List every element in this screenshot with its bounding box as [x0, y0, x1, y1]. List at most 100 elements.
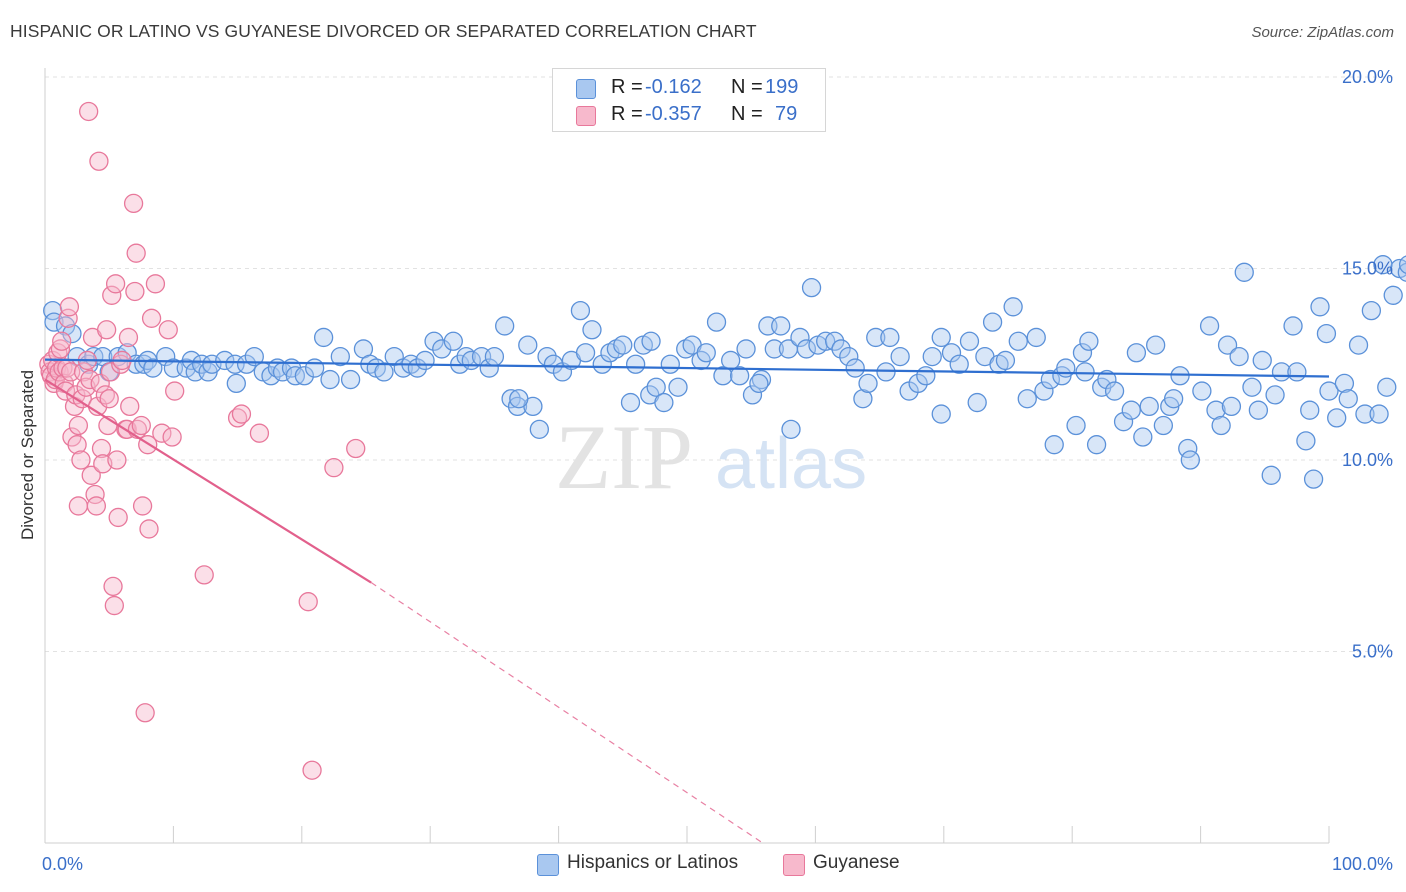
- data-point-guyanese: [162, 427, 182, 447]
- legend-row-guyanese: R = -0.357 N = 79: [553, 100, 825, 128]
- data-point-hispanics: [620, 392, 641, 413]
- data-point-guyanese: [96, 320, 117, 340]
- data-point-guyanese: [68, 415, 89, 436]
- data-point-guyanese: [104, 595, 124, 616]
- data-point-guyanese: [86, 496, 107, 516]
- data-point-hispanics: [876, 362, 896, 382]
- data-point-hispanics: [1180, 450, 1200, 470]
- data-point-guyanese: [126, 243, 146, 263]
- data-point-guyanese: [100, 362, 121, 382]
- data-point-hispanics: [880, 327, 900, 348]
- data-point-hispanics: [625, 354, 646, 374]
- bottom-legend-label: Guyanese: [813, 852, 900, 873]
- data-point-hispanics: [1338, 389, 1358, 409]
- data-point-guyanese: [152, 423, 172, 443]
- data-point-hispanics: [191, 354, 212, 374]
- data-point-guyanese: [165, 381, 185, 401]
- data-point-hispanics: [55, 316, 76, 336]
- legend-swatch-blue: [576, 79, 596, 99]
- data-point-guyanese: [324, 458, 344, 478]
- data-point-guyanese: [139, 519, 159, 539]
- data-point-hispanics: [236, 354, 257, 374]
- data-point-hispanics: [1283, 316, 1303, 336]
- data-point-hispanics: [1229, 346, 1249, 367]
- data-point-hispanics: [1170, 366, 1190, 386]
- data-point-guyanese: [132, 496, 153, 516]
- data-point-hispanics: [1044, 435, 1064, 455]
- watermark-atlas: atlas: [715, 424, 867, 504]
- data-point-hispanics: [613, 335, 633, 355]
- data-point-hispanics: [1066, 415, 1086, 436]
- watermark-zip: ZIP: [555, 406, 693, 508]
- data-point-hispanics: [320, 369, 340, 390]
- legend-n-value: 199: [765, 76, 799, 98]
- data-point-hispanics: [660, 354, 680, 374]
- data-point-hispanics: [1139, 396, 1159, 417]
- data-point-hispanics: [1075, 362, 1095, 382]
- data-point-hispanics: [294, 366, 315, 386]
- zipatlas-watermark: ZIP atlas: [555, 406, 867, 508]
- data-point-hispanics: [1146, 335, 1166, 355]
- data-point-hispanics: [771, 316, 791, 336]
- data-point-hispanics: [831, 339, 851, 359]
- data-point-hispanics: [1040, 369, 1061, 390]
- data-point-hispanics: [839, 346, 859, 367]
- data-point-hispanics: [575, 343, 596, 363]
- data-point-hispanics: [825, 331, 845, 351]
- legend-r-value: -0.162: [645, 76, 702, 98]
- x-tick-label-min: 0.0%: [42, 854, 83, 874]
- data-point-hispanics: [706, 312, 727, 332]
- data-point-hispanics: [668, 377, 688, 397]
- data-point-hispanics: [1113, 412, 1134, 432]
- data-point-guyanese: [99, 389, 119, 409]
- axes: [44, 68, 1330, 844]
- data-point-hispanics: [1221, 396, 1242, 417]
- data-point-hispanics: [330, 346, 350, 367]
- tick-labels: 5.0% 10.0% 15.0% 20.0% 0.0% 100.0%: [42, 67, 1393, 874]
- data-point-hispanics: [941, 343, 962, 363]
- data-point-hispanics: [729, 366, 750, 386]
- data-point-guyanese: [118, 327, 139, 348]
- data-point-hispanics: [967, 392, 987, 413]
- data-point-hispanics: [1163, 389, 1184, 409]
- data-point-guyanese: [103, 576, 123, 597]
- data-point-hispanics: [215, 350, 235, 371]
- data-point-hispanics: [1310, 297, 1330, 317]
- data-point-hispanics: [304, 358, 325, 378]
- data-point-guyanese: [158, 320, 178, 340]
- data-point-guyanese: [145, 274, 166, 294]
- data-point-hispanics: [484, 346, 505, 367]
- data-point-hispanics: [853, 389, 873, 409]
- data-point-hispanics: [1265, 385, 1285, 405]
- data-point-hispanics: [931, 404, 951, 424]
- data-point-hispanics: [641, 331, 661, 351]
- data-point-hispanics: [509, 389, 529, 409]
- data-point-hispanics: [742, 385, 763, 405]
- data-point-hispanics: [1211, 415, 1231, 436]
- data-point-guyanese: [135, 703, 155, 723]
- data-point-hispanics: [374, 362, 394, 382]
- data-point-hispanics: [1377, 377, 1397, 397]
- data-point-hispanics: [654, 392, 674, 413]
- data-point-hispanics: [1026, 327, 1046, 348]
- y-tick-label: 20.0%: [1342, 67, 1393, 87]
- data-point-guyanese: [131, 415, 151, 436]
- data-point-hispanics: [1206, 400, 1226, 420]
- data-point-guyanese: [89, 151, 109, 171]
- data-point-guyanese: [108, 507, 128, 528]
- data-point-hispanics: [1334, 373, 1355, 394]
- data-point-hispanics: [696, 343, 716, 363]
- data-point-hispanics: [949, 354, 969, 374]
- data-point-hispanics: [1355, 404, 1375, 424]
- data-point-hispanics: [858, 373, 878, 394]
- legend-row-hispanics: R = -0.162 N = 199: [553, 73, 825, 101]
- data-point-hispanics: [1369, 404, 1389, 424]
- x-tick-label-max: 100.0%: [1332, 854, 1393, 874]
- data-point-guyanese: [68, 496, 89, 516]
- data-point-guyanese: [79, 101, 99, 122]
- trend-line-guyanese-extension: [370, 582, 764, 844]
- data-point-guyanese: [346, 438, 366, 459]
- data-point-guyanese: [80, 369, 100, 390]
- data-point-hispanics: [313, 327, 334, 348]
- data-point-guyanese: [71, 450, 91, 470]
